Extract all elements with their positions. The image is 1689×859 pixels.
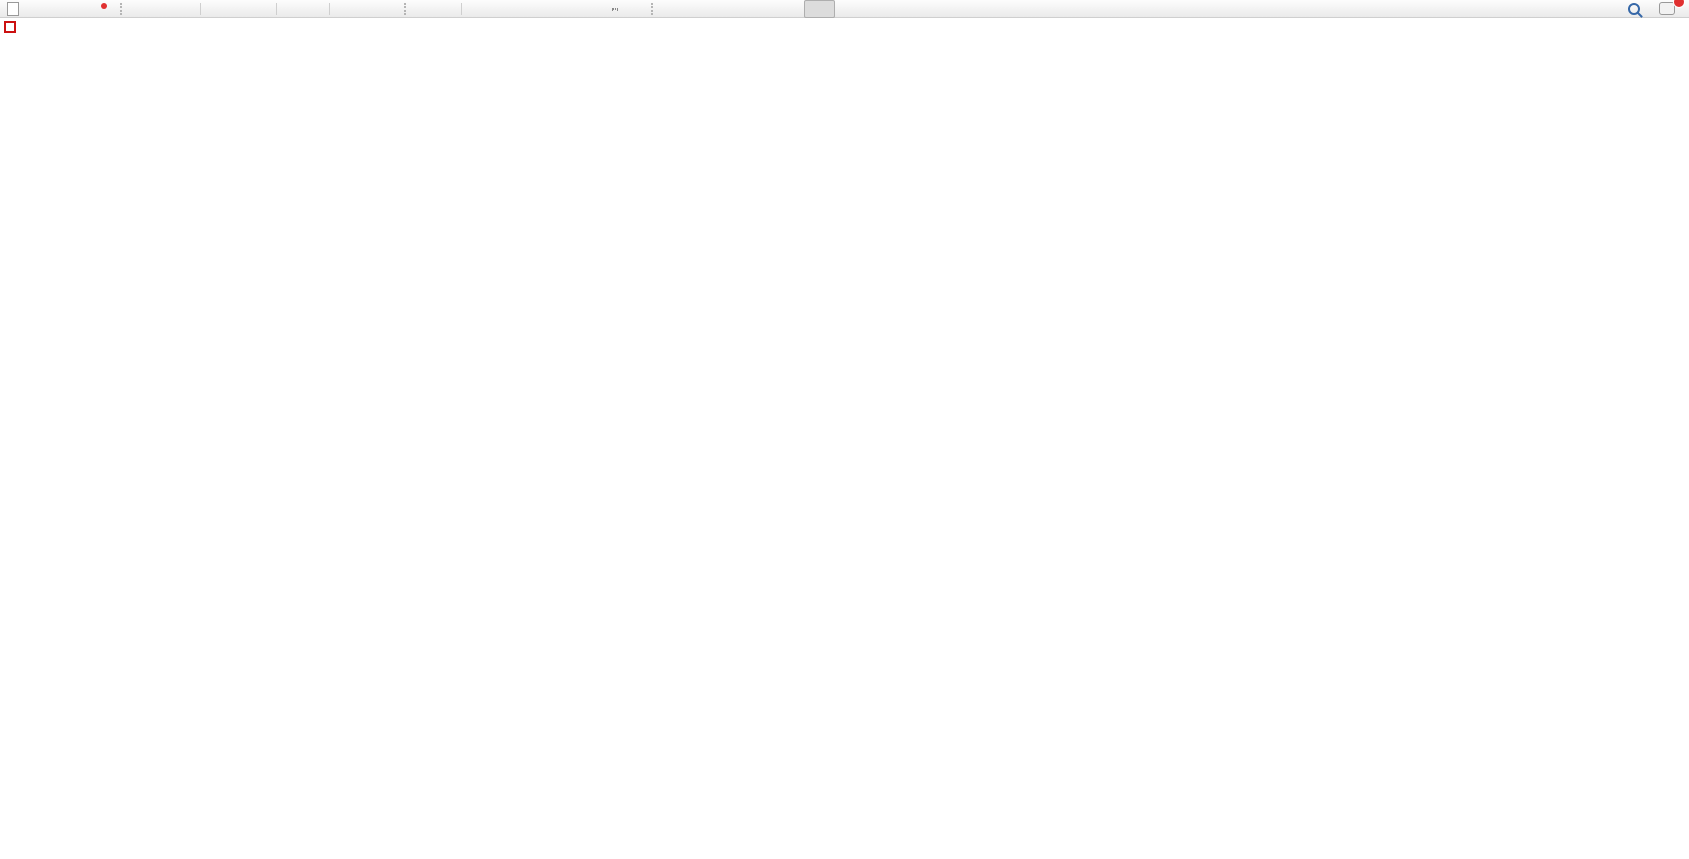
cursor-tool-button[interactable]: [412, 1, 435, 17]
search-icon: [1627, 2, 1643, 18]
main-toolbar: [0, 0, 1689, 18]
chart-window-icon[interactable]: [4, 21, 16, 33]
timeframe-m15-button[interactable]: [717, 1, 746, 17]
timeframe-m5-button[interactable]: [688, 1, 717, 17]
toolbar-grip: [120, 2, 124, 15]
timeframe-h4-button[interactable]: [804, 0, 835, 18]
arrows-tool-button[interactable]: [626, 1, 649, 17]
data-window-button[interactable]: [49, 1, 72, 17]
toolbar-separator: [276, 2, 277, 15]
toolbar-grip: [404, 2, 408, 15]
tile-windows-button[interactable]: [250, 1, 273, 17]
text-label-tool-button[interactable]: [603, 1, 626, 17]
fibonacci-tool-button[interactable]: [557, 1, 580, 17]
bar-chart-button[interactable]: [128, 1, 151, 17]
candlestick-chart-button[interactable]: [151, 1, 174, 17]
indicators-button[interactable]: [333, 1, 356, 17]
auto-scroll-button[interactable]: [280, 1, 303, 17]
timeframe-h1-button[interactable]: [775, 1, 804, 17]
zoom-out-button[interactable]: [227, 1, 250, 17]
text-label-icon: [611, 7, 618, 10]
chart-canvas[interactable]: [0, 18, 1689, 859]
text-tool-button[interactable]: [580, 1, 603, 17]
trendline-tool-button[interactable]: [511, 1, 534, 17]
chat-bubble-icon: [1658, 2, 1675, 15]
equidistant-channel-tool-button[interactable]: [534, 1, 557, 17]
toolbar-separator: [461, 2, 462, 15]
new-order-button[interactable]: [3, 1, 26, 17]
auto-trading-off-dot: [101, 2, 107, 9]
chart-shift-button[interactable]: [303, 1, 326, 17]
notifications-button[interactable]: [1655, 0, 1685, 17]
toolbar-separator: [200, 2, 201, 15]
toolbar-grip: [651, 2, 655, 15]
timeframe-mn-button[interactable]: [893, 1, 922, 17]
metaeditor-button[interactable]: [26, 1, 49, 17]
periods-button[interactable]: [356, 1, 379, 17]
auto-trading-button[interactable]: [95, 1, 118, 17]
toolbar-separator: [329, 2, 330, 15]
chart-title: [20, 25, 60, 26]
timeframe-m1-button[interactable]: [659, 1, 688, 17]
search-button[interactable]: [1622, 1, 1645, 18]
timeframe-w1-button[interactable]: [864, 1, 893, 17]
timeframe-m30-button[interactable]: [746, 1, 775, 17]
signals-button[interactable]: [72, 1, 95, 17]
zoom-in-button[interactable]: [204, 1, 227, 17]
timeframe-d1-button[interactable]: [835, 1, 864, 17]
notification-badge: [1673, 0, 1685, 8]
crosshair-tool-button[interactable]: [435, 1, 458, 17]
line-chart-button[interactable]: [174, 1, 197, 17]
new-order-icon: [7, 1, 19, 16]
templates-button[interactable]: [379, 1, 402, 17]
horizontal-line-tool-button[interactable]: [488, 1, 511, 17]
vertical-line-tool-button[interactable]: [465, 1, 488, 17]
